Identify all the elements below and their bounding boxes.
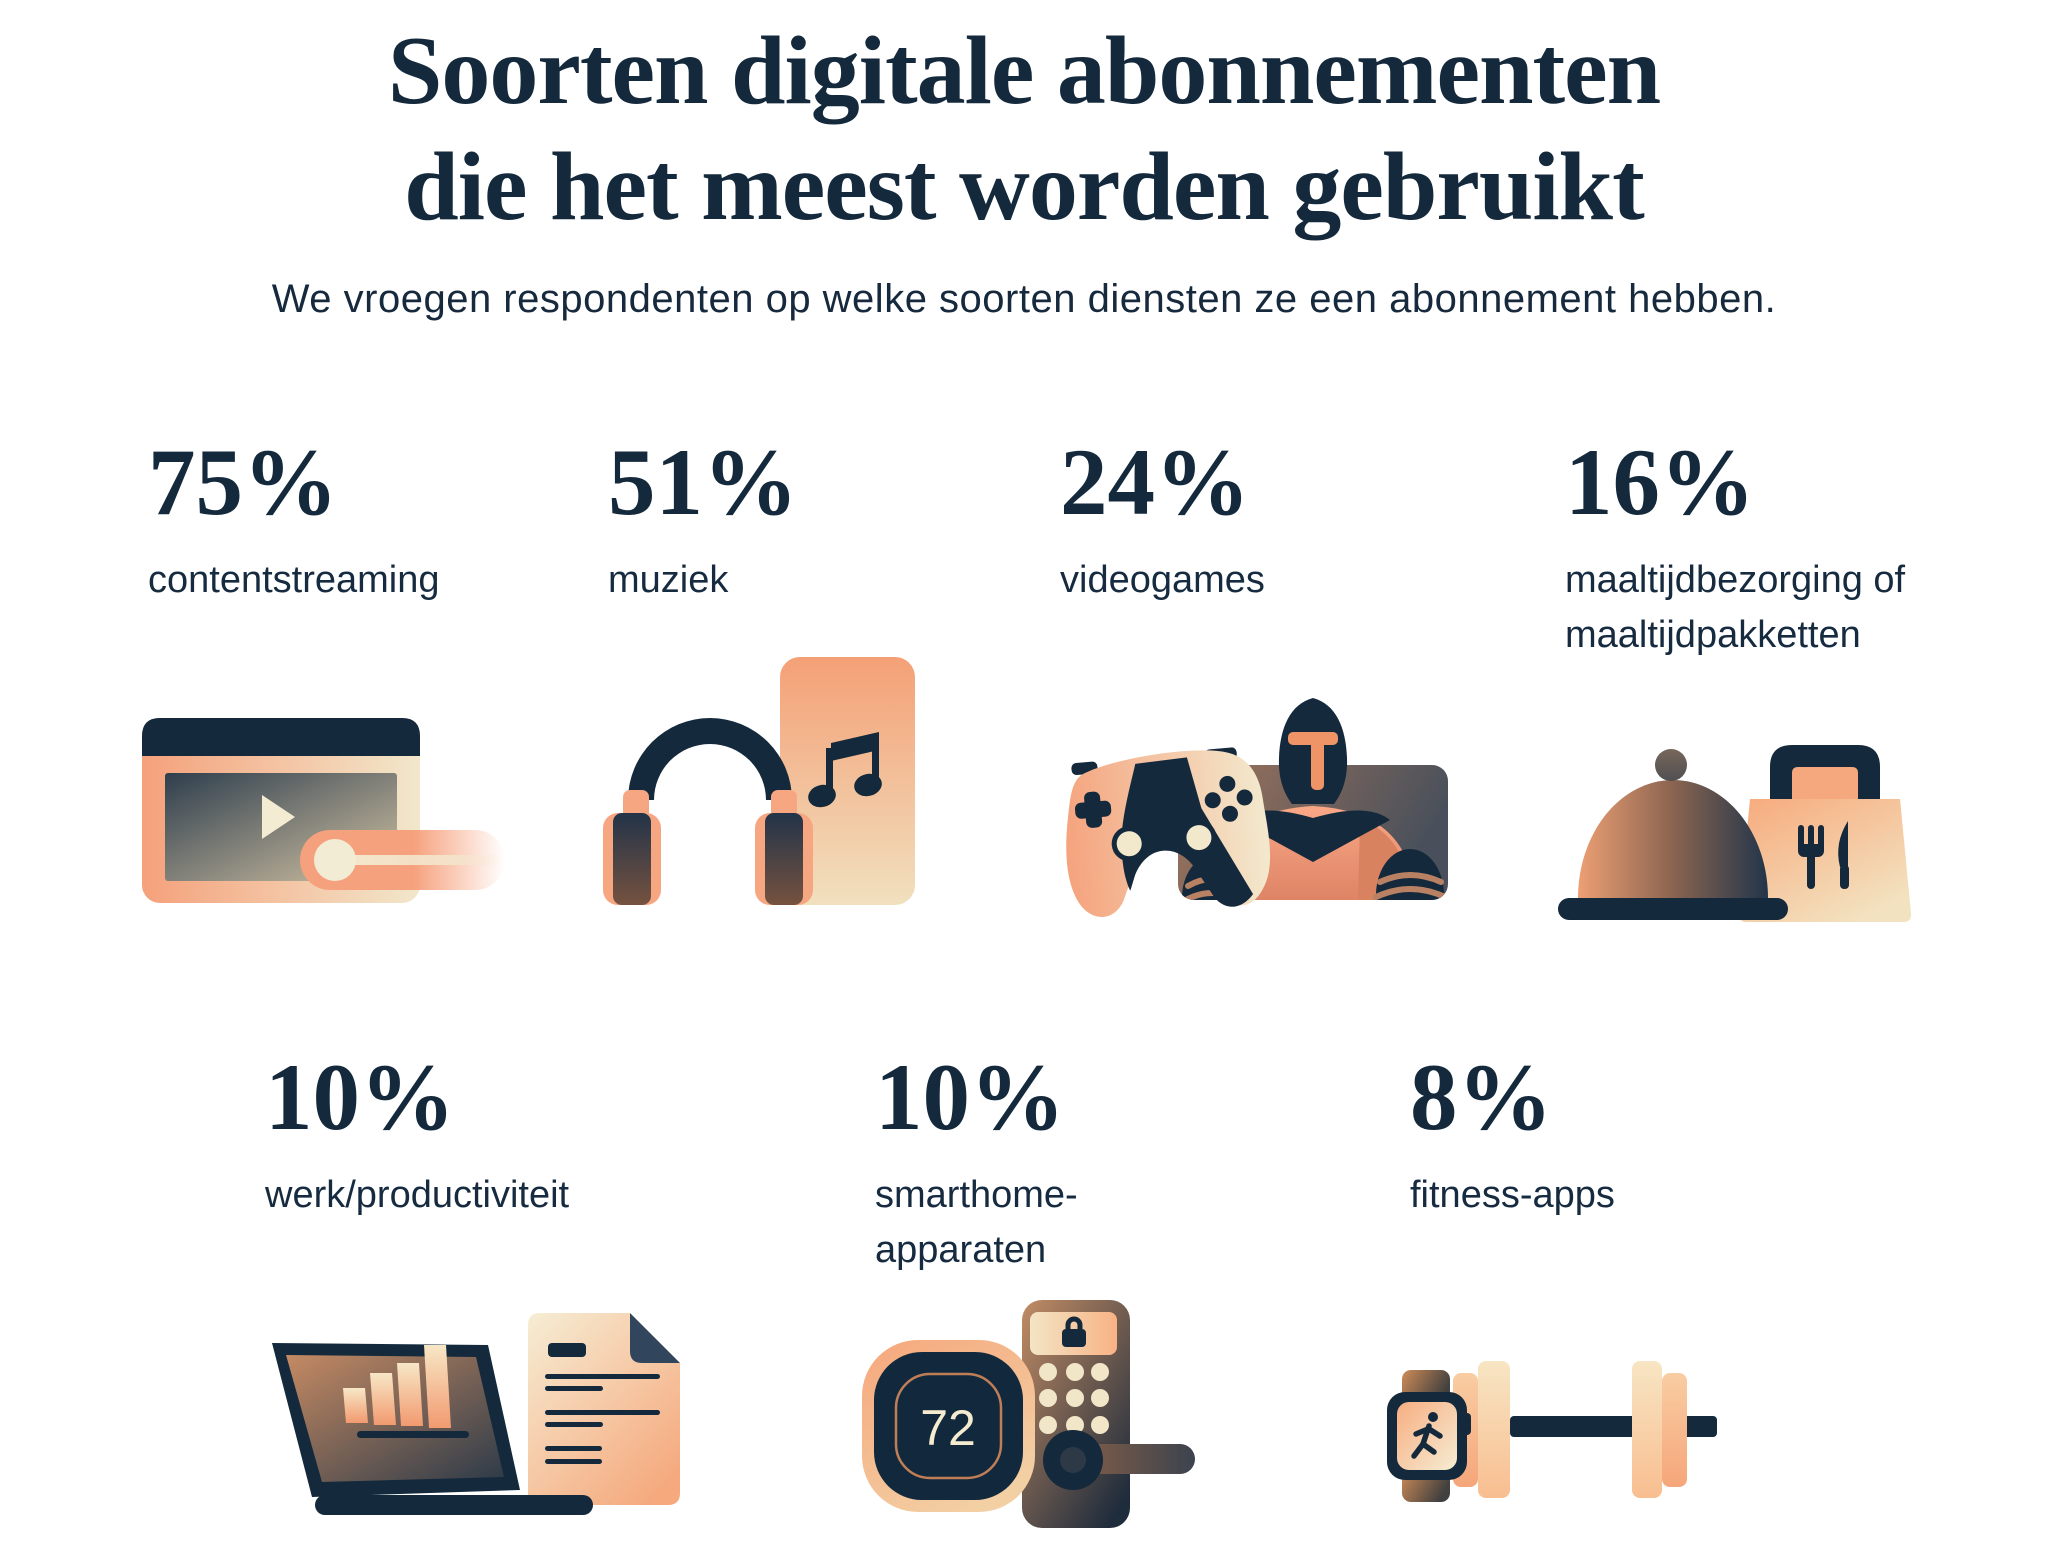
stat-label: muziek — [608, 558, 729, 601]
stat-smarthome: 10% smarthome- apparaten — [875, 1045, 1335, 1278]
page-title: Soorten digitale abonnementen die het me… — [387, 17, 1661, 241]
stat-label: smarthome- apparaten — [875, 1173, 1078, 1271]
header: Soorten digitale abonnementen die het me… — [0, 14, 2048, 322]
analog-stick-right — [1181, 820, 1217, 856]
stat-value: 16% — [1565, 429, 1755, 535]
padlock-icon — [1062, 1316, 1086, 1347]
thermostat-display: 72 — [920, 1400, 976, 1456]
cloche-knob — [1655, 749, 1687, 781]
keypad — [1039, 1363, 1109, 1434]
stat-label: maaltijdbezorging of maaltijdpakketten — [1565, 558, 1906, 656]
stat-value: 75% — [148, 429, 338, 535]
play-icon — [262, 795, 295, 839]
music-note-icon — [808, 732, 882, 808]
stat-contentstreaming: 75% contentstreaming — [148, 430, 608, 608]
stat-value: 10% — [875, 1044, 1065, 1150]
window-title-bar — [142, 718, 420, 756]
analog-stick-left — [1111, 826, 1147, 862]
stat-videogames: 24% videogames — [1060, 430, 1520, 608]
page-subtitle: We vroegen respondenten op welke soorten… — [271, 277, 1777, 322]
dumbbell — [1453, 1361, 1717, 1498]
work-productivity-icon — [272, 1313, 680, 1515]
stat-label: werk/productiviteit — [265, 1173, 570, 1216]
stat-label: fitness-apps — [1410, 1173, 1615, 1216]
cloche-tray — [1558, 898, 1788, 920]
game-controller — [1066, 747, 1271, 917]
document-lines — [545, 1374, 660, 1464]
delivery-bag — [1738, 799, 1912, 922]
bag-handle — [1770, 745, 1880, 799]
headphone-band — [628, 718, 792, 800]
d-pad — [1074, 791, 1112, 828]
phone — [780, 657, 915, 905]
fork-knife-icon — [1798, 821, 1849, 889]
folded-corner — [630, 1313, 680, 1363]
stat-label: contentstreaming — [148, 558, 440, 601]
content-streaming-icon — [142, 718, 505, 903]
fitness-icon — [1387, 1361, 1717, 1502]
stat-value: 51% — [608, 429, 798, 535]
cloche-dome — [1578, 780, 1768, 898]
laptop — [272, 1343, 593, 1515]
stat-value: 8% — [1410, 1044, 1553, 1150]
music-icon — [603, 657, 915, 905]
meal-delivery-icon — [1558, 745, 1912, 922]
runner-icon — [1411, 1412, 1443, 1459]
smarthome-icon: 72 — [862, 1300, 1195, 1528]
stat-muziek: 51% muziek — [608, 430, 1068, 608]
stat-werk-productiviteit: 10% werk/productiviteit — [265, 1045, 725, 1223]
progress-track — [333, 855, 503, 865]
thermostat: 72 — [862, 1340, 1035, 1512]
stat-maaltijdbezorging: 16% maaltijdbezorging of maaltijdpakkett… — [1565, 430, 2025, 663]
document — [528, 1313, 680, 1505]
progress-knob — [314, 839, 356, 881]
stat-value: 24% — [1060, 429, 1250, 535]
stat-value: 10% — [265, 1044, 455, 1150]
videogames-icon — [1066, 698, 1448, 917]
smartwatch — [1387, 1370, 1471, 1502]
knight-helmet — [1278, 698, 1348, 804]
headphone-stem-right — [771, 790, 797, 820]
action-buttons — [1204, 775, 1253, 822]
stat-fitness-apps: 8% fitness-apps — [1410, 1045, 1870, 1223]
laptop-base — [315, 1495, 593, 1515]
bar-chart-icon — [343, 1345, 469, 1438]
smart-lock — [1022, 1300, 1195, 1528]
stat-label: videogames — [1060, 558, 1265, 601]
headphone-stem-left — [623, 790, 649, 820]
